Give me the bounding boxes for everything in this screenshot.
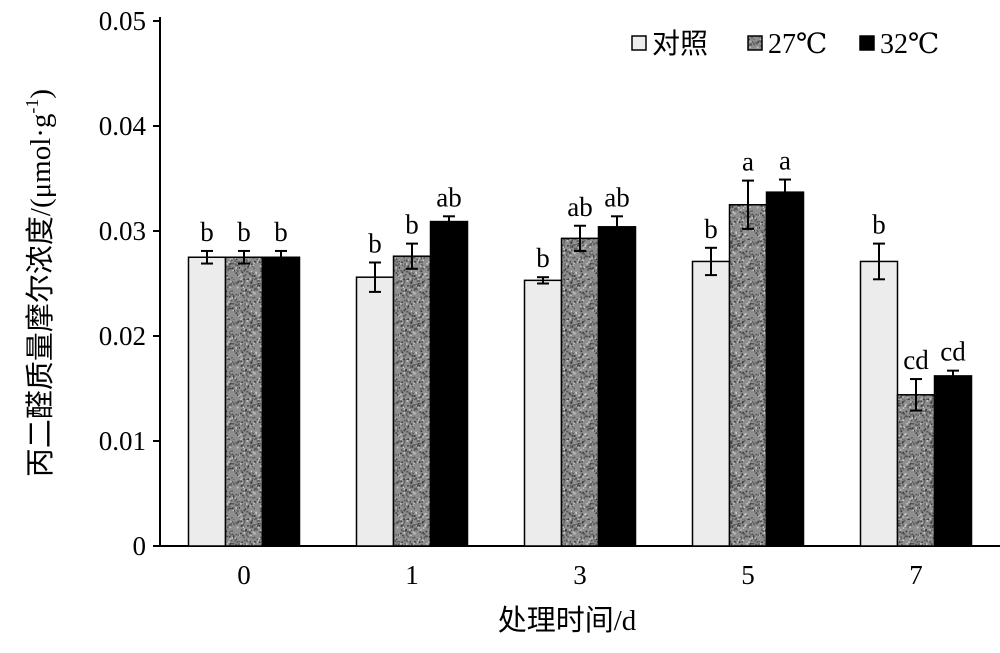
bar bbox=[355, 276, 395, 547]
significance-label: b bbox=[704, 214, 718, 244]
significance-label: ab bbox=[604, 182, 629, 212]
legend-item: 32℃ bbox=[859, 29, 939, 60]
x-tick-label: 1 bbox=[405, 560, 419, 590]
y-axis-title: 丙二醛质量摩尔浓度/(μmol·g-1) bbox=[22, 89, 57, 477]
bar bbox=[523, 279, 563, 547]
significance-label: b bbox=[368, 229, 382, 259]
svg-text:丙二醛质量摩尔浓度/(μmol·g-1): 丙二醛质量摩尔浓度/(μmol·g-1) bbox=[22, 89, 57, 477]
x-tick-label: 0 bbox=[237, 560, 251, 590]
bar bbox=[728, 204, 768, 547]
y-axis-title-close: ) bbox=[25, 89, 57, 99]
y-tick-label: 0.01 bbox=[99, 426, 146, 456]
legend-swatch bbox=[859, 35, 875, 51]
bar bbox=[691, 260, 731, 547]
significance-label: a bbox=[742, 147, 754, 177]
y-axis-title-superscript: -1 bbox=[22, 99, 42, 114]
x-axis-title: 处理时间/d bbox=[498, 604, 637, 637]
bar bbox=[261, 256, 301, 547]
significance-label: b bbox=[274, 217, 288, 247]
legend-label: 27℃ bbox=[768, 29, 827, 60]
y-tick-label: 0.02 bbox=[99, 321, 146, 351]
x-tick-label: 5 bbox=[741, 560, 755, 590]
legend-item: 27℃ bbox=[747, 29, 827, 60]
significance-label: b bbox=[405, 210, 419, 240]
significance-label: b bbox=[536, 243, 550, 273]
legend-swatch bbox=[747, 35, 763, 51]
bar bbox=[429, 220, 469, 547]
legend-swatch bbox=[631, 35, 647, 51]
y-tick-label: 0.05 bbox=[99, 6, 146, 36]
y-tick-label: 0.04 bbox=[99, 111, 147, 141]
significance-label: b bbox=[237, 217, 251, 247]
bar bbox=[560, 237, 600, 547]
significance-label: ab bbox=[436, 182, 461, 212]
legend-item: 对照 bbox=[631, 28, 708, 60]
significance-label: cd bbox=[940, 337, 966, 367]
significance-label: b bbox=[200, 217, 214, 247]
bar bbox=[896, 394, 936, 547]
significance-label: ab bbox=[567, 192, 592, 222]
significance-label: a bbox=[779, 146, 791, 176]
significance-label: b bbox=[872, 210, 886, 240]
legend-label: 对照 bbox=[652, 28, 708, 60]
y-tick-label: 0.03 bbox=[99, 216, 146, 246]
bar bbox=[187, 256, 227, 547]
bar bbox=[859, 260, 899, 547]
bar bbox=[224, 256, 264, 547]
y-tick-label: 0 bbox=[133, 531, 147, 561]
legend-label: 32℃ bbox=[880, 29, 939, 60]
x-tick-label: 7 bbox=[909, 560, 923, 590]
bar bbox=[765, 191, 805, 547]
x-tick-label: 3 bbox=[573, 560, 587, 590]
y-axis-title-main: 丙二醛质量摩尔浓度/(μmol·g bbox=[24, 114, 57, 478]
bar bbox=[933, 375, 973, 547]
significance-label: cd bbox=[903, 345, 929, 375]
bar bbox=[392, 255, 432, 547]
bar bbox=[597, 226, 637, 547]
